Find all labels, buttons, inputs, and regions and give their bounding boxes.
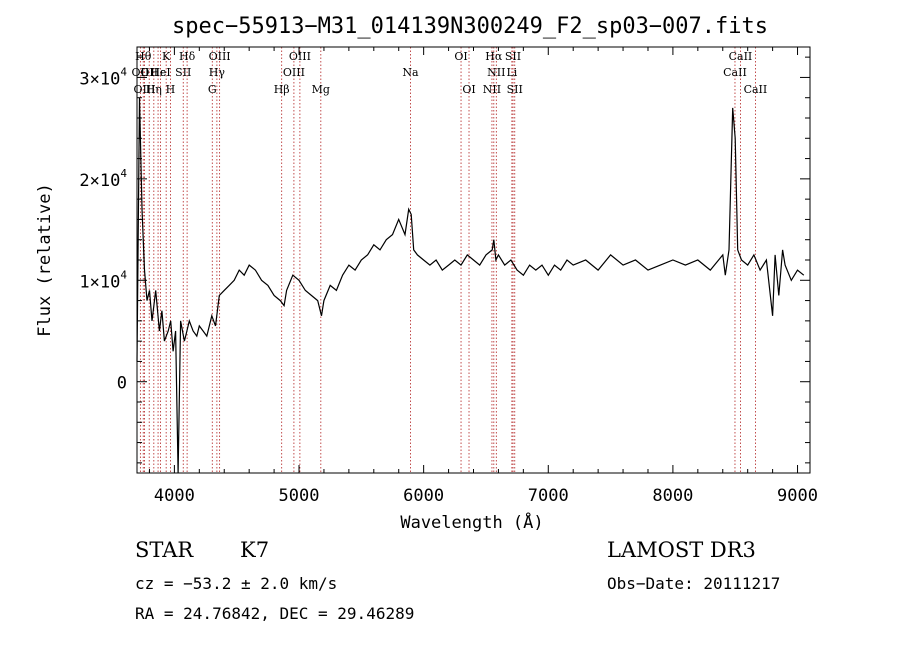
line-label-20: OI bbox=[462, 83, 475, 96]
line-label-27: CaII bbox=[723, 66, 747, 79]
sky-coordinates: RA = 24.76842, DEC = 29.46289 bbox=[135, 604, 415, 623]
line-label-23: NII bbox=[487, 66, 505, 79]
object-class: STAR bbox=[135, 538, 194, 562]
x-tick-label-4: 8000 bbox=[652, 486, 693, 506]
observation-date: Obs−Date: 20111217 bbox=[607, 574, 781, 593]
line-label-18: Na bbox=[402, 66, 419, 79]
line-label-6: HeI bbox=[150, 66, 170, 79]
line-label-4: Hη bbox=[146, 83, 162, 96]
line-label-9: SII bbox=[175, 66, 191, 79]
line-label-1: Hθ bbox=[135, 50, 152, 63]
x-axis-label: Wavelength (Å) bbox=[400, 511, 543, 533]
line-label-11: G bbox=[208, 83, 217, 96]
line-label-28: CaII bbox=[729, 50, 753, 63]
line-label-24: Li bbox=[506, 66, 517, 79]
y-tick-label-2: 2×104 bbox=[79, 167, 127, 191]
x-tick-label-3: 7000 bbox=[528, 486, 569, 506]
line-label-5: Hε bbox=[150, 66, 166, 79]
line-label-13: OIII bbox=[209, 50, 231, 63]
y-tick-label-0: 0 bbox=[117, 374, 127, 394]
x-tick-label-2: 6000 bbox=[403, 486, 444, 506]
line-label-7: K bbox=[162, 50, 171, 63]
x-tick-label-5: 9000 bbox=[777, 486, 818, 506]
line-label-17: Mg bbox=[312, 83, 330, 96]
line-label-29: CaII bbox=[744, 83, 768, 96]
chart-title: spec−55913−M31_014139N300249_F2_sp03−007… bbox=[172, 14, 768, 39]
line-label-3: OII bbox=[140, 66, 158, 79]
x-tick-label-1: 5000 bbox=[279, 486, 320, 506]
y-axis-label: Flux (relative) bbox=[35, 183, 55, 337]
survey-name: LAMOST DR3 bbox=[607, 538, 756, 562]
object-subclass: K7 bbox=[240, 538, 270, 562]
y-tick-label-1: 1×104 bbox=[79, 268, 127, 292]
line-label-22: Hα bbox=[485, 50, 503, 63]
line-label-8: H bbox=[166, 83, 176, 96]
line-label-12: Hγ bbox=[209, 66, 226, 79]
line-label-2: OIII bbox=[133, 83, 155, 96]
line-label-16: OIII bbox=[289, 50, 311, 63]
line-label-25: SII bbox=[505, 50, 521, 63]
spectral-line-markers bbox=[139, 47, 756, 473]
x-tick-label-0: 4000 bbox=[154, 486, 195, 506]
redshift-velocity: cz = −53.2 ± 2.0 km/s bbox=[135, 574, 338, 593]
line-label-19: OI bbox=[454, 50, 467, 63]
x-axis-ticks: 4000 5000 6000 7000 8000 9000 bbox=[148, 47, 818, 506]
line-label-0: OII bbox=[132, 66, 150, 79]
spectrum-line bbox=[136, 97, 805, 474]
line-label-21: NII bbox=[483, 83, 501, 96]
line-label-26: SII bbox=[507, 83, 523, 96]
y-axis-ticks: 0 1×104 2×104 3×104 bbox=[79, 56, 810, 464]
line-label-14: Hβ bbox=[274, 83, 290, 96]
y-tick-label-3: 3×104 bbox=[79, 65, 127, 89]
line-label-15: OIII bbox=[283, 66, 305, 79]
line-label-10: Hδ bbox=[179, 50, 196, 63]
